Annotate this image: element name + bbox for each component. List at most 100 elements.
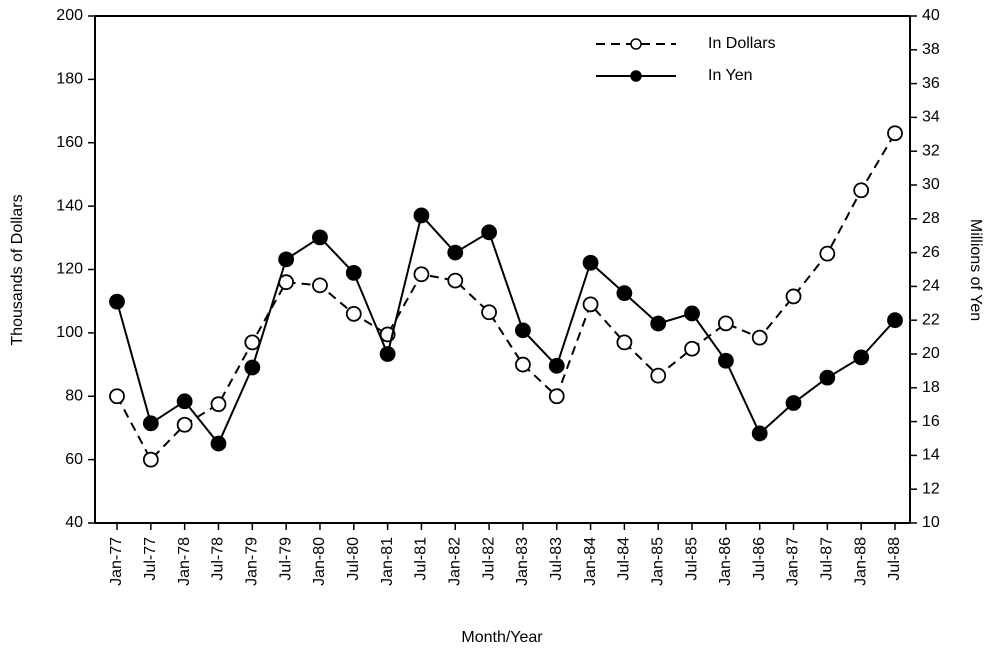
x-tick-label: Jul-84 [616, 537, 633, 581]
data-point [684, 305, 700, 322]
x-tick-label: Jan-81 [379, 537, 396, 586]
data-point [481, 224, 497, 241]
x-tick-label: Jul-87 [819, 537, 836, 581]
x-tick-label: Jul-78 [210, 537, 227, 581]
y2-tick-label: 22 [922, 311, 940, 328]
data-point [109, 388, 125, 405]
y-tick-label: 200 [56, 7, 83, 24]
data-point [548, 388, 565, 405]
y-tick-label: 140 [56, 197, 83, 214]
series-line [116, 213, 896, 446]
x-tick-label: Jan-78 [176, 537, 193, 586]
x-tick-label: Jul-79 [277, 537, 294, 581]
y2-tick-label: 12 [922, 480, 940, 497]
x-tick-label: Jan-77 [108, 537, 125, 586]
data-point [853, 349, 870, 366]
data-point [210, 435, 227, 452]
x-tick-label: Jan-88 [852, 537, 869, 586]
data-point [176, 393, 193, 410]
data-point [548, 357, 565, 374]
y2-tick-label: 14 [922, 447, 940, 464]
data-point [717, 352, 734, 369]
y2-tick-label: 24 [922, 278, 940, 295]
data-point [717, 315, 734, 332]
data-point [210, 396, 227, 413]
data-point [684, 340, 700, 357]
y2-tick-label: 26 [922, 244, 940, 261]
data-point [650, 315, 667, 332]
data-point [142, 451, 159, 468]
x-tick-label: Jul-88 [886, 537, 903, 581]
x-tick-label: Jan-86 [717, 537, 734, 586]
y2-tick-label: 18 [922, 379, 940, 396]
data-point [142, 415, 159, 432]
legend-marker [630, 38, 642, 50]
data-point [853, 182, 870, 199]
y2-tick-label: 30 [922, 176, 940, 193]
data-point [312, 229, 328, 246]
y-tick-label: 40 [65, 514, 83, 531]
data-point [887, 125, 903, 142]
y2-tick-label: 36 [922, 75, 940, 92]
x-tick-label: Jul-82 [480, 537, 497, 581]
x-tick-label: Jan-87 [785, 537, 802, 586]
data-point [751, 329, 768, 346]
y-tick-label: 160 [56, 134, 83, 151]
data-point [650, 367, 667, 384]
y2-tick-label: 10 [922, 514, 940, 531]
data-point [751, 425, 768, 442]
data-point [413, 266, 430, 283]
data-point [413, 207, 430, 224]
y2-axis-label: Millions of Yen [967, 219, 984, 321]
data-point [176, 416, 193, 433]
data-point [447, 272, 464, 289]
y-axis-label: Thousands of Dollars [9, 194, 26, 345]
data-point [109, 293, 125, 310]
y-tick-label: 100 [56, 324, 83, 341]
x-tick-label: Jul-86 [751, 537, 768, 581]
x-tick-label: Jul-80 [345, 537, 362, 581]
data-point [785, 288, 802, 305]
legend-label: In Dollars [708, 35, 776, 52]
data-point [481, 304, 497, 321]
data-point [785, 395, 802, 411]
data-point [887, 312, 903, 329]
y2-tick-label: 28 [922, 210, 940, 227]
x-tick-label: Jan-84 [582, 537, 599, 586]
data-point [345, 264, 362, 281]
x-tick-label: Jan-79 [244, 537, 261, 586]
data-point [312, 277, 328, 294]
data-point [515, 356, 531, 373]
data-point [616, 334, 633, 351]
x-tick-label: Jul-77 [142, 537, 159, 581]
data-point [244, 359, 261, 376]
data-point [379, 346, 396, 362]
y-tick-label: 120 [56, 261, 83, 278]
y2-tick-label: 16 [922, 413, 940, 430]
data-point [616, 285, 633, 302]
data-point [819, 245, 836, 262]
x-tick-label: Jan-82 [446, 537, 463, 586]
y-tick-label: 180 [56, 71, 83, 88]
y-tick-label: 80 [65, 387, 83, 404]
y2-tick-label: 38 [922, 41, 940, 58]
data-point [582, 296, 599, 313]
y2-tick-label: 32 [922, 142, 940, 159]
y2-tick-label: 40 [922, 7, 940, 24]
y-tick-label: 60 [65, 451, 83, 468]
legend-marker [630, 70, 642, 82]
data-point [819, 369, 836, 386]
x-tick-label: Jul-85 [683, 537, 700, 581]
x-tick-label: Jul-83 [548, 537, 565, 581]
data-point [345, 305, 362, 322]
data-point [244, 334, 261, 351]
data-point [515, 322, 531, 339]
x-tick-label: Jan-83 [514, 537, 531, 586]
x-axis-label: Month/Year [461, 629, 543, 646]
data-point [447, 244, 464, 261]
x-tick-label: Jul-81 [413, 537, 430, 581]
legend-label: In Yen [708, 67, 753, 84]
data-point [278, 251, 295, 268]
y2-tick-label: 34 [922, 109, 940, 126]
